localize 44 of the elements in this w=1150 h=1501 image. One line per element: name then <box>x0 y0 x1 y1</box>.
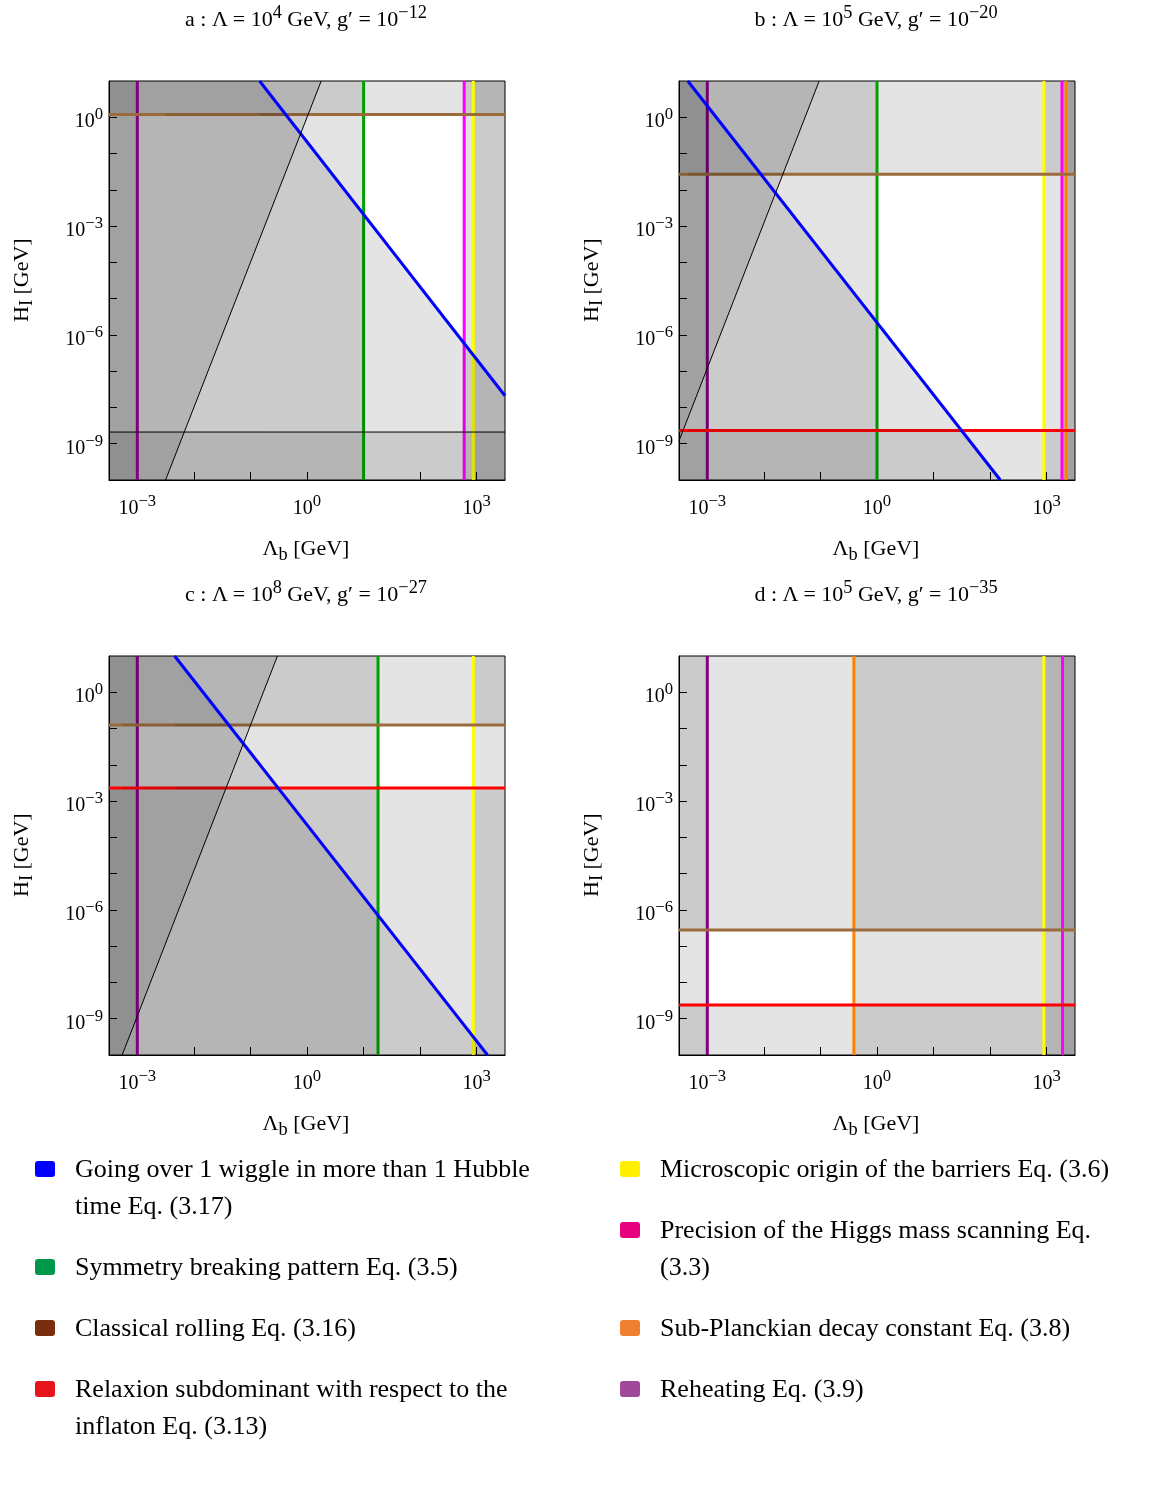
y-tick-label: 10$^{−6}$ <box>635 321 673 349</box>
x-tick-label: 10$^{3}$ <box>462 490 491 518</box>
x-tick-label: 10$^{0}$ <box>862 1065 892 1093</box>
category-label: Symmetry breaking pattern Eq. (3.5) <box>75 1252 458 1281</box>
x-axis-title: Λ$_{b}$ [GeV] <box>261 535 351 566</box>
y-tick-label: 10$^{−6}$ <box>635 896 673 924</box>
y-tick-label: 10$^{−3}$ <box>635 212 673 240</box>
x-tick-label: 10$^{−3}$ <box>118 1065 157 1093</box>
x-tick-label: 10$^{3}$ <box>462 1065 491 1093</box>
chart-title: a : Λ = 10$^{4}$ GeV, g′ = 10$^{−12}$ <box>184 2 428 33</box>
y-tick-label: 10$^{−9}$ <box>65 1004 103 1033</box>
category-label: Sub-Planckian decay constant Eq. (3.8) <box>660 1313 1071 1342</box>
y-tick-label: 10$^{−3}$ <box>65 212 103 240</box>
category-label: Precision of the Higgs mass scanning Eq. (3.3) <box>660 1215 1092 1281</box>
category-label: Classical rolling Eq. (3.16) <box>75 1313 356 1342</box>
category-label: Microscopic origin of the barriers Eq. (3.6) <box>660 1154 1110 1183</box>
y-tick-label: 10$^{0}$ <box>644 678 673 707</box>
category-label: Reheating Eq. (3.9) <box>660 1374 864 1403</box>
chart-title: d : Λ = 10$^{5}$ GeV, g′ = 10$^{−35}$ <box>753 577 999 608</box>
y-tick-label: 10$^{−9}$ <box>65 429 103 458</box>
y-tick-label: 10$^{−9}$ <box>635 429 673 458</box>
x-axis-title: Λ$_{b}$ [GeV] <box>261 1110 351 1141</box>
chart-title: b : Λ = 10$^{5}$ GeV, g′ = 10$^{−20}$ <box>753 2 999 33</box>
x-tick-label: 10$^{3}$ <box>1032 1065 1061 1093</box>
y-tick-label: 10$^{−9}$ <box>635 1004 673 1033</box>
y-tick-label: 10$^{−6}$ <box>65 896 103 924</box>
category-label: Relaxion subdominant with respect to the inflaton Eq. (3.13) <box>75 1374 508 1440</box>
y-tick-label: 10$^{−3}$ <box>65 787 103 815</box>
y-tick-label: 10$^{0}$ <box>644 103 673 132</box>
x-tick-label: 10$^{0}$ <box>862 490 892 518</box>
x-tick-label: 10$^{0}$ <box>292 1065 322 1093</box>
y-tick-label: 10$^{−6}$ <box>65 321 103 349</box>
y-tick-label: 10$^{0}$ <box>74 678 103 707</box>
chart-title: c : Λ = 10$^{8}$ GeV, g′ = 10$^{−27}$ <box>184 577 428 608</box>
x-tick-label: 10$^{−3}$ <box>688 490 727 518</box>
x-axis-title: Λ$_{b}$ [GeV] <box>831 535 921 566</box>
x-axis-title: Λ$_{b}$ [GeV] <box>831 1110 921 1141</box>
x-tick-label: 10$^{3}$ <box>1032 490 1061 518</box>
x-tick-label: 10$^{−3}$ <box>118 490 157 518</box>
x-tick-label: 10$^{−3}$ <box>688 1065 727 1093</box>
x-tick-label: 10$^{0}$ <box>292 490 322 518</box>
category-label: Going over 1 wiggle in more than 1 Hubble time Eq. (3.17) <box>75 1154 530 1220</box>
y-tick-label: 10$^{−3}$ <box>635 787 673 815</box>
y-tick-label: 10$^{0}$ <box>74 103 103 132</box>
